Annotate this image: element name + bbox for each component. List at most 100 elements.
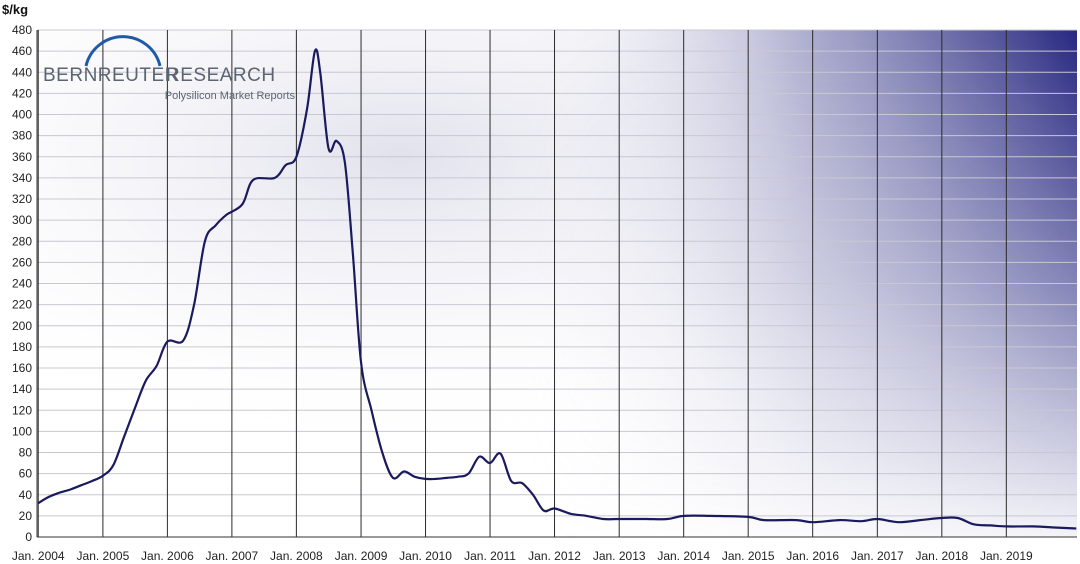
y-tick-label: 60 bbox=[19, 467, 33, 481]
data-point bbox=[241, 203, 243, 205]
data-point bbox=[941, 517, 943, 519]
y-tick-label: 360 bbox=[12, 150, 32, 164]
data-point bbox=[435, 478, 437, 480]
data-point bbox=[306, 108, 308, 110]
data-point bbox=[919, 519, 921, 521]
data-point bbox=[112, 464, 114, 466]
data-point bbox=[570, 513, 572, 515]
data-point bbox=[1005, 526, 1007, 528]
data-point bbox=[371, 409, 373, 411]
grid bbox=[37, 29, 1077, 538]
data-point bbox=[709, 515, 711, 517]
data-point bbox=[510, 480, 512, 482]
data-point bbox=[285, 164, 287, 166]
x-tick-label: Jan. 2012 bbox=[528, 549, 581, 563]
y-axis-unit-label: $/kg bbox=[2, 2, 28, 17]
x-tick-label: Jan. 2005 bbox=[77, 549, 130, 563]
data-point bbox=[500, 453, 502, 455]
data-point bbox=[683, 515, 685, 517]
data-point bbox=[446, 477, 448, 479]
data-point bbox=[344, 161, 346, 163]
data-point bbox=[957, 517, 959, 519]
y-tick-label: 100 bbox=[12, 424, 32, 438]
data-point bbox=[193, 304, 195, 306]
y-tick-label: 400 bbox=[12, 108, 32, 122]
data-point bbox=[156, 365, 158, 367]
data-point bbox=[336, 140, 338, 142]
data-point bbox=[989, 524, 991, 526]
data-point bbox=[48, 496, 50, 498]
y-tick-label: 260 bbox=[12, 255, 32, 269]
data-point bbox=[182, 340, 184, 342]
x-tick-label: Jan. 2016 bbox=[786, 549, 839, 563]
data-point bbox=[586, 515, 588, 517]
data-point bbox=[319, 71, 321, 73]
logo-arc-icon bbox=[84, 35, 162, 67]
data-point bbox=[392, 477, 394, 479]
data-point bbox=[602, 518, 604, 520]
data-point bbox=[252, 179, 254, 181]
data-point bbox=[123, 436, 125, 438]
data-point bbox=[543, 510, 545, 512]
data-point bbox=[468, 473, 470, 475]
y-tick-label: 460 bbox=[12, 44, 32, 58]
y-tick-label: 20 bbox=[19, 509, 33, 523]
y-tick-label: 220 bbox=[12, 298, 32, 312]
data-point bbox=[425, 478, 427, 480]
data-point bbox=[274, 177, 276, 179]
data-point bbox=[37, 502, 39, 504]
x-tick-label: Jan. 2006 bbox=[141, 549, 194, 563]
data-point bbox=[91, 480, 93, 482]
data-point bbox=[489, 462, 491, 464]
data-point bbox=[414, 476, 416, 478]
y-tick-label: 40 bbox=[19, 488, 33, 502]
data-point bbox=[478, 456, 480, 458]
data-point bbox=[1075, 528, 1077, 530]
x-tick-label: Jan. 2007 bbox=[206, 549, 259, 563]
data-point bbox=[876, 518, 878, 520]
x-tick-label: Jan. 2017 bbox=[851, 549, 904, 563]
series-group bbox=[37, 48, 1077, 530]
data-point bbox=[295, 156, 297, 158]
data-point bbox=[1054, 527, 1056, 529]
x-tick-label: Jan. 2008 bbox=[270, 549, 323, 563]
data-point bbox=[898, 521, 900, 523]
logo-tagline: Polysilicon Market Reports bbox=[165, 90, 296, 102]
y-tick-label: 380 bbox=[12, 129, 32, 143]
x-tick-label: Jan. 2014 bbox=[657, 549, 710, 563]
x-tick-label: Jan. 2015 bbox=[722, 549, 775, 563]
data-point bbox=[215, 225, 217, 227]
data-point bbox=[667, 518, 669, 520]
axes: 0 20 40 60 80 100 120 140 160 180 200 220 240 260 280 3… bbox=[12, 23, 1077, 563]
data-point bbox=[812, 521, 814, 523]
data-point bbox=[860, 520, 862, 522]
y-tick-label: 420 bbox=[12, 86, 32, 100]
data-point bbox=[80, 484, 82, 486]
data-point bbox=[59, 492, 61, 494]
data-point bbox=[69, 489, 71, 491]
y-tick-label: 80 bbox=[19, 446, 33, 460]
x-tick-label: Jan. 2019 bbox=[980, 549, 1033, 563]
y-tick-label: 300 bbox=[12, 213, 32, 227]
x-tick-label: Jan. 2018 bbox=[915, 549, 968, 563]
data-point bbox=[618, 518, 620, 520]
data-point bbox=[532, 494, 534, 496]
data-point bbox=[314, 50, 316, 52]
data-point bbox=[763, 519, 765, 521]
logo-name-part1: BERNREUTER bbox=[43, 65, 179, 86]
data-point bbox=[1032, 526, 1034, 528]
data-point bbox=[645, 518, 647, 520]
series-line-0 bbox=[37, 48, 1077, 530]
data-point bbox=[381, 452, 383, 454]
data-point bbox=[796, 519, 798, 521]
x-tick-label: Jan. 2004 bbox=[12, 549, 65, 563]
data-point bbox=[521, 482, 523, 484]
data-point bbox=[457, 476, 459, 478]
data-point bbox=[554, 508, 556, 510]
logo: BERNREUTER RESEARCH Polysilicon Market R… bbox=[43, 35, 296, 102]
data-point bbox=[145, 380, 147, 382]
y-tick-label: 0 bbox=[25, 530, 32, 544]
data-point bbox=[134, 407, 136, 409]
